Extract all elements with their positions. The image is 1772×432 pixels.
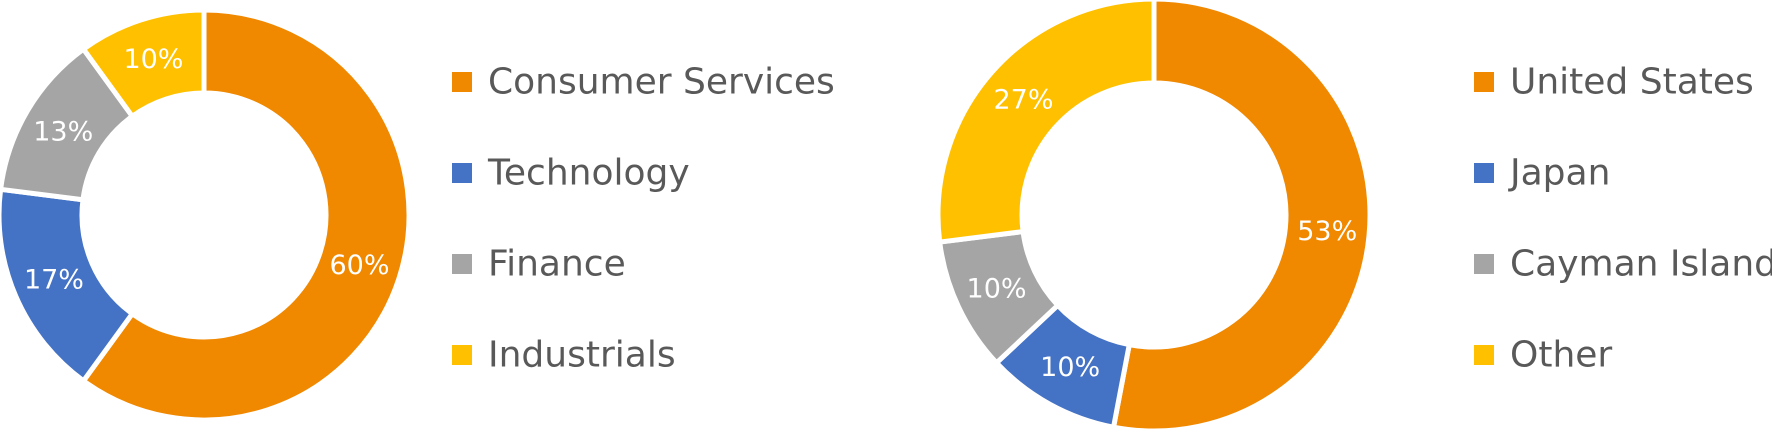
legend-swatch xyxy=(452,72,472,92)
legend-swatch xyxy=(452,345,472,365)
legend-label: Other xyxy=(1510,335,1612,376)
slice-data-label: 10% xyxy=(123,44,183,75)
legend-label: Industrials xyxy=(488,335,676,376)
slice-data-label: 17% xyxy=(24,264,84,295)
donut-slice xyxy=(81,7,207,119)
legend-swatch xyxy=(1474,345,1494,365)
legend-label: Technology xyxy=(487,153,690,194)
legend-swatch xyxy=(1474,254,1494,274)
slice-data-label: 60% xyxy=(329,250,389,281)
legend-label: Finance xyxy=(488,244,626,285)
legend-label: Japan xyxy=(1508,153,1610,194)
legend-label: Cayman Islands xyxy=(1510,244,1772,285)
legend-swatch xyxy=(452,163,472,183)
sector-donut: 60% 17% 13% 10% xyxy=(0,7,412,423)
slice-data-label: 13% xyxy=(33,116,93,147)
legend-label: United States xyxy=(1510,62,1754,103)
slice-data-label: 10% xyxy=(967,274,1027,305)
slice-data-label: 10% xyxy=(1040,352,1100,383)
donut-slice xyxy=(1111,0,1373,432)
legend: United States Japan Cayman Islands Other xyxy=(1474,62,1772,376)
legend-swatch xyxy=(1474,163,1494,183)
slice-data-label: 53% xyxy=(1297,216,1357,247)
country-donut: 53% 10% 10% 27% xyxy=(935,0,1373,432)
legend-swatch xyxy=(1474,72,1494,92)
donut-slice xyxy=(81,7,412,423)
legend: Consumer Services Technology Finance Indust… xyxy=(452,62,835,376)
slice-data-label: 27% xyxy=(993,84,1053,115)
legend-label: Consumer Services xyxy=(488,62,835,103)
legend-swatch xyxy=(452,254,472,274)
donut-slice xyxy=(935,0,1157,245)
